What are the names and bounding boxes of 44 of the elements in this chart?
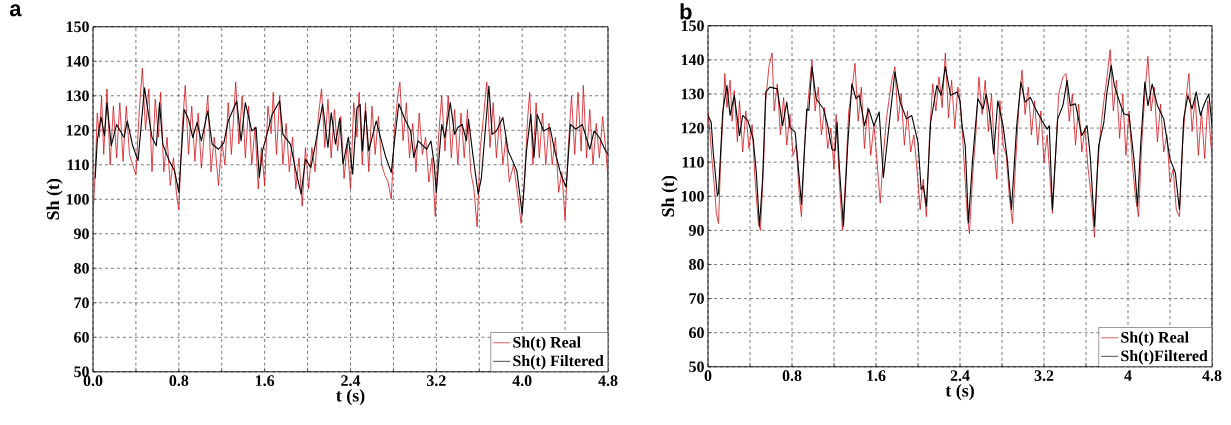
legend-label: Sh(t) Real <box>1121 331 1189 347</box>
y-axis-title: Sh (t) <box>46 179 63 220</box>
x-tick-label: 2.4 <box>950 370 970 382</box>
x-tick-label: 3.2 <box>1034 370 1054 382</box>
chart-title: b <box>680 3 692 20</box>
y-tick-label: 140 <box>681 54 704 66</box>
x-tick-label: 2.4 <box>341 375 361 387</box>
y-tick-label: 80 <box>74 263 89 274</box>
x-tick-label: 4.0 <box>512 375 532 387</box>
x-tick-label: 0.8 <box>782 370 802 382</box>
y-tick-label: 70 <box>74 297 89 309</box>
y-tick-label: 60 <box>689 327 704 339</box>
y-tick-label: 90 <box>688 225 704 236</box>
x-axis-title: t (s) <box>945 384 974 401</box>
y-tick-label: 100 <box>681 191 704 202</box>
y-tick-label: 130 <box>66 90 89 102</box>
y-tick-label: 150 <box>681 20 704 32</box>
y-tick-label: 90 <box>73 228 89 240</box>
x-tick-label: 0 <box>704 370 712 382</box>
y-tick-label: 120 <box>681 122 704 134</box>
legend-label: Sh(t) Real <box>513 336 581 352</box>
x-tick-label: 4.8 <box>598 375 618 387</box>
y-tick-label: 110 <box>67 159 89 171</box>
y-tick-label: 150 <box>66 21 89 33</box>
y-tick-label: 130 <box>681 88 704 100</box>
y-tick-label: 80 <box>689 259 704 270</box>
y-tick-label: 100 <box>66 194 89 205</box>
legend-label: Sh(t) Filtered <box>513 355 604 370</box>
x-axis-title: t (s) <box>336 389 365 406</box>
y-tick-label: 60 <box>74 332 89 343</box>
y-tick-label: 50 <box>689 361 704 373</box>
x-tick-label: 4 <box>1124 370 1132 381</box>
chart-title: a <box>9 4 22 17</box>
y-tick-label: 70 <box>689 293 704 305</box>
x-tick-label: 1.6 <box>255 375 275 387</box>
y-tick-label: 140 <box>66 56 89 67</box>
x-tick-label: 4.8 <box>1202 370 1222 382</box>
legend-label: Sh(t)Filtered <box>1121 350 1208 365</box>
y-tick-label: 120 <box>66 125 89 136</box>
y-tick-label: 110 <box>682 156 704 168</box>
y-axis-title: Sh (t) <box>661 176 678 217</box>
x-tick-label: 3.2 <box>426 375 446 387</box>
x-tick-label: 0.8 <box>169 375 189 387</box>
x-tick-label: 1.6 <box>867 370 886 382</box>
